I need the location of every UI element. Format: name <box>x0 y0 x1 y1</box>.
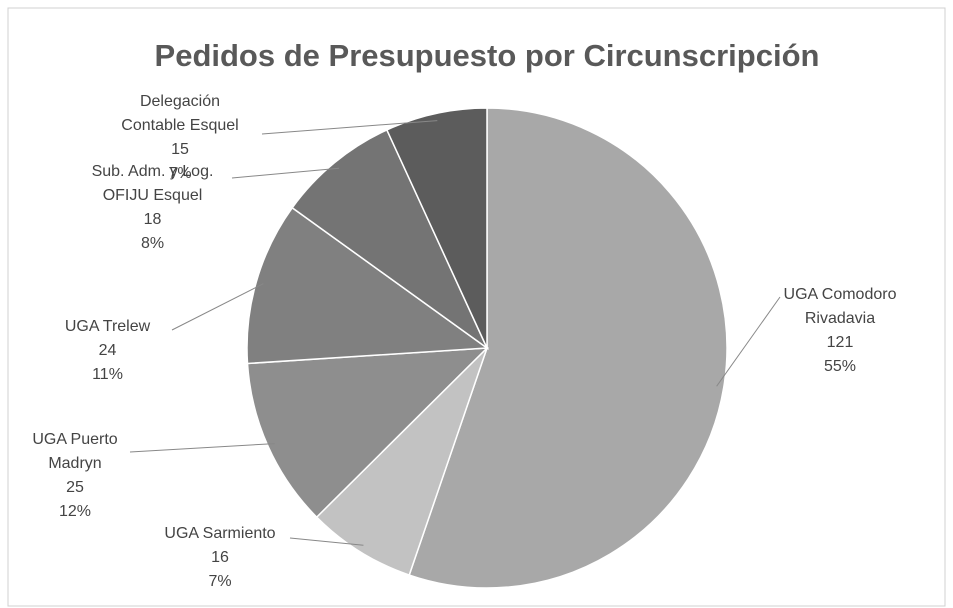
label-line: 25 <box>66 479 84 496</box>
label-line: 8% <box>140 235 165 252</box>
label-line: Sub. Adm. y Log. OFIJU Esquel <box>91 163 214 204</box>
pie-slice <box>246 206 490 365</box>
label-line: UGA Sarmiento <box>164 525 276 542</box>
label-line: 18 <box>143 211 162 228</box>
leader-line <box>716 296 781 387</box>
label-line: 11% <box>92 366 123 383</box>
label-line: 15 <box>171 141 189 158</box>
slice-label: UGA Trelew 24 11% <box>40 315 175 387</box>
slice-label: UGA Puerto Madryn 25 12% <box>20 428 130 524</box>
leader-line <box>289 537 364 546</box>
label-line: 16 <box>211 549 229 566</box>
slice-label: UGA Comodoro Rivadavia 121 55% <box>765 283 915 379</box>
label-line: UGA Trelew <box>64 318 151 335</box>
label-line: 7% <box>208 573 232 590</box>
label-line: UGA Comodoro Rivadavia <box>783 286 897 327</box>
pie-slice <box>385 107 488 349</box>
leader-line <box>129 443 275 453</box>
pie-slice <box>291 128 489 351</box>
slice-label: Sub. Adm. y Log. OFIJU Esquel 18 8% <box>80 160 225 256</box>
label-line: 7% <box>168 165 192 182</box>
slice-label: Delegación Contable Esquel 15 7% <box>110 90 250 186</box>
label-line: 55% <box>823 358 857 375</box>
label-line: 121 <box>826 334 854 351</box>
leader-line <box>261 120 438 135</box>
leader-line <box>231 167 340 179</box>
label-line: UGA Puerto Madryn <box>32 431 118 472</box>
pie-slice <box>246 347 489 519</box>
chart-title: Pedidos de Presupuesto por Circunscripci… <box>155 38 820 73</box>
leader-line <box>171 283 264 331</box>
label-line: 12% <box>58 503 92 520</box>
pie-slice <box>315 347 488 577</box>
slice-label: UGA Sarmiento 16 7% <box>145 522 295 594</box>
label-line: 24 <box>98 342 117 359</box>
label-line: Delegación Contable Esquel <box>121 93 239 134</box>
pie-slice <box>408 107 728 589</box>
